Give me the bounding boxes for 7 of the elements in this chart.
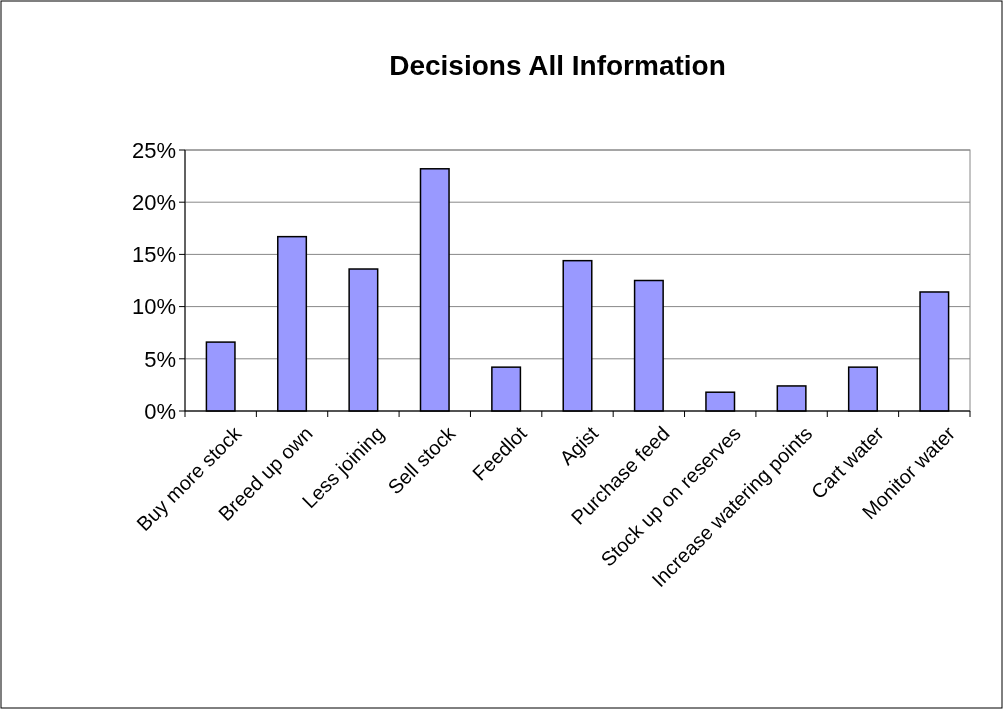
y-tick-label: 20%	[131, 189, 176, 215]
chart-title: Decisions All Information	[389, 50, 726, 81]
y-tick-label: 25%	[131, 137, 176, 163]
y-tick-label: 5%	[144, 346, 176, 372]
y-tick-label: 10%	[131, 294, 176, 320]
y-tick-label: 15%	[131, 242, 176, 268]
y-tick-label: 0%	[144, 398, 176, 424]
